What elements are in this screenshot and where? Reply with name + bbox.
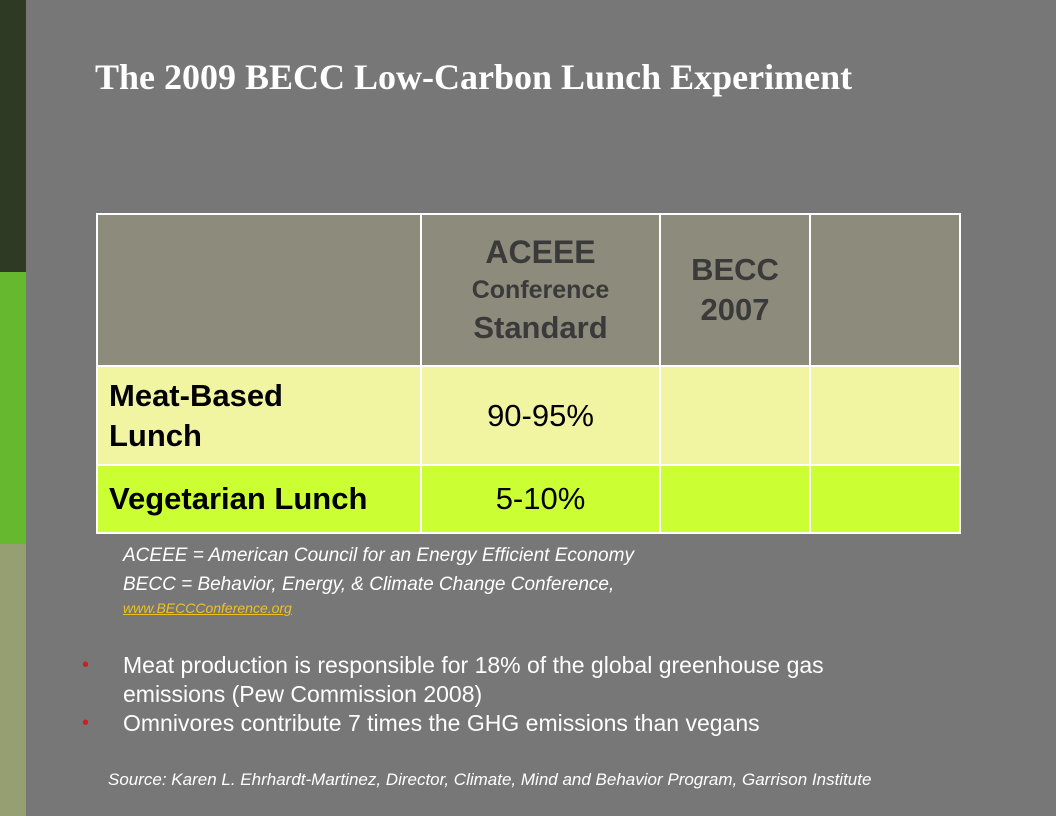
table-row-vegetarian: Vegetarian Lunch 5-10% — [96, 464, 961, 534]
bullet-marker-icon: • — [82, 712, 90, 734]
bullet-text-line1: Meat production is responsible for 18% o… — [123, 652, 824, 678]
cell-meat-col4 — [809, 365, 961, 466]
header-aceee-line3: Standard — [473, 310, 608, 345]
cell-meat-aceee: 90-95% — [420, 365, 661, 466]
bullet-marker-icon: • — [82, 654, 90, 676]
bullet-list: • Meat production is responsible for 18%… — [82, 651, 982, 738]
side-bar-green — [0, 272, 26, 544]
header-cell-empty — [96, 213, 422, 367]
results-table: ACEEE Conference Standard BECC 2007 Meat… — [96, 213, 961, 534]
row-label-vegetarian: Vegetarian Lunch — [96, 464, 422, 534]
header-cell-aceee: ACEEE Conference Standard — [420, 213, 661, 367]
row-label-meat: Meat-Based Lunch — [96, 365, 422, 466]
side-bar-dark — [0, 0, 26, 272]
cell-veg-col4 — [809, 464, 961, 534]
note-aceee: ACEEE = American Council for an Energy E… — [123, 545, 634, 566]
header-becc-line1: BECC — [691, 252, 779, 287]
slide-title: The 2009 BECC Low-Carbon Lunch Experimen… — [95, 57, 853, 97]
side-bar-olive — [0, 544, 26, 816]
bullet-text-line1: Omnivores contribute 7 times the GHG emi… — [123, 710, 760, 736]
cell-veg-aceee: 5-10% — [420, 464, 661, 534]
header-aceee-line1: ACEEE — [485, 234, 596, 270]
header-cell-becc: BECC 2007 — [659, 213, 811, 367]
bullet-item-omnivores: • Omnivores contribute 7 times the GHG e… — [82, 709, 982, 738]
note-becc: BECC = Behavior, Energy, & Climate Chang… — [123, 574, 615, 595]
abbreviation-notes: ACEEE = American Council for an Energy E… — [123, 541, 634, 617]
table-row-meat: Meat-Based Lunch 90-95% — [96, 365, 961, 466]
cell-veg-becc — [659, 464, 811, 534]
header-becc-line2: 2007 — [700, 292, 770, 327]
bullet-text-line2: emissions (Pew Commission 2008) — [123, 681, 483, 707]
row-label-meat-line2: Lunch — [109, 417, 202, 453]
source-citation: Source: Karen L. Ehrhardt-Martinez, Dire… — [108, 770, 872, 789]
table-header-row: ACEEE Conference Standard BECC 2007 — [96, 213, 961, 367]
row-label-meat-line1: Meat-Based — [109, 377, 283, 413]
header-cell-col4 — [809, 213, 961, 367]
cell-meat-becc — [659, 365, 811, 466]
becc-website-link[interactable]: www.BECCConference.org — [123, 600, 292, 616]
bullet-item-meat-production: • Meat production is responsible for 18%… — [82, 651, 982, 709]
header-aceee-line2: Conference — [471, 276, 610, 304]
